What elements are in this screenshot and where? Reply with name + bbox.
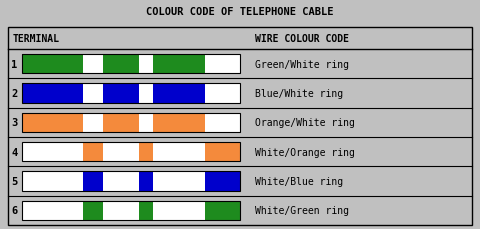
Bar bbox=[83, 142, 103, 161]
Bar bbox=[153, 201, 205, 220]
Bar bbox=[205, 172, 240, 191]
Text: COLOUR CODE OF TELEPHONE CABLE: COLOUR CODE OF TELEPHONE CABLE bbox=[146, 7, 334, 17]
Bar bbox=[22, 172, 83, 191]
Text: WIRE COLOUR CODE: WIRE COLOUR CODE bbox=[255, 34, 349, 44]
Text: 4: 4 bbox=[11, 147, 17, 157]
Text: Orange/White ring: Orange/White ring bbox=[255, 118, 355, 128]
Text: Blue/White ring: Blue/White ring bbox=[255, 89, 343, 98]
Bar bbox=[22, 142, 240, 161]
Bar bbox=[103, 84, 139, 103]
Bar bbox=[22, 113, 240, 132]
Bar bbox=[22, 84, 240, 103]
Bar bbox=[205, 55, 240, 74]
Text: Green/White ring: Green/White ring bbox=[255, 59, 349, 69]
Bar bbox=[83, 172, 103, 191]
Bar bbox=[22, 55, 83, 74]
Bar bbox=[22, 84, 240, 103]
Text: 6: 6 bbox=[11, 205, 17, 215]
Text: 5: 5 bbox=[11, 176, 17, 186]
Bar bbox=[103, 142, 139, 161]
Text: 2: 2 bbox=[11, 89, 17, 98]
Bar bbox=[103, 55, 139, 74]
Bar bbox=[83, 55, 103, 74]
Bar bbox=[22, 172, 240, 191]
Bar bbox=[22, 113, 83, 132]
Bar bbox=[139, 84, 153, 103]
Bar bbox=[22, 142, 83, 161]
Text: 3: 3 bbox=[11, 118, 17, 128]
Bar bbox=[153, 172, 205, 191]
Bar bbox=[153, 55, 205, 74]
Bar bbox=[103, 172, 139, 191]
Bar bbox=[22, 172, 240, 191]
Bar bbox=[139, 55, 153, 74]
Bar bbox=[83, 84, 103, 103]
Bar bbox=[83, 113, 103, 132]
Bar bbox=[83, 201, 103, 220]
Bar bbox=[205, 201, 240, 220]
Bar bbox=[153, 142, 205, 161]
Text: White/Orange ring: White/Orange ring bbox=[255, 147, 355, 157]
Bar bbox=[139, 142, 153, 161]
Bar bbox=[8, 28, 472, 225]
Bar bbox=[103, 201, 139, 220]
Bar bbox=[205, 113, 240, 132]
Bar bbox=[103, 113, 139, 132]
Bar bbox=[22, 55, 240, 74]
Bar bbox=[22, 201, 83, 220]
Bar bbox=[205, 84, 240, 103]
Bar bbox=[153, 113, 205, 132]
Bar bbox=[22, 201, 240, 220]
Bar bbox=[139, 113, 153, 132]
Text: White/Green ring: White/Green ring bbox=[255, 205, 349, 215]
Bar bbox=[22, 201, 240, 220]
Bar bbox=[153, 84, 205, 103]
Bar bbox=[22, 84, 83, 103]
Text: 1: 1 bbox=[11, 59, 17, 69]
Bar bbox=[22, 142, 240, 161]
Text: TERMINAL: TERMINAL bbox=[13, 34, 60, 44]
Bar bbox=[22, 113, 240, 132]
Text: White/Blue ring: White/Blue ring bbox=[255, 176, 343, 186]
Bar bbox=[205, 142, 240, 161]
Bar bbox=[139, 172, 153, 191]
Bar bbox=[22, 55, 240, 74]
Bar bbox=[139, 201, 153, 220]
